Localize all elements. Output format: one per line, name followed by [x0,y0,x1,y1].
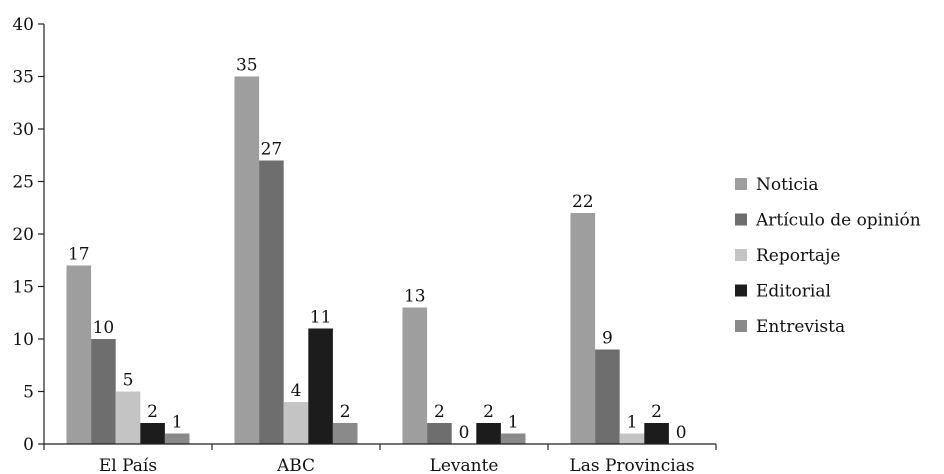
bar-value-label: 5 [123,371,134,391]
bar-value-label: 2 [483,402,494,422]
bar-value-label: 9 [602,329,613,349]
y-tick-label: 15 [12,278,34,298]
y-tick-label: 40 [12,15,34,35]
bar-value-label: 1 [172,413,183,433]
legend-swatch [735,249,747,261]
bar-value-label: 0 [459,423,470,443]
bar [644,423,669,444]
category-label: El País [99,456,157,474]
bar [308,328,333,444]
bar [115,391,141,444]
bar-value-label: 1 [508,413,519,433]
category-label: Levante [430,456,499,474]
bar [476,423,501,444]
category-label: ABC [276,456,315,474]
bar-value-label: 11 [310,308,332,328]
y-axis-ticks: 0 5 10 15 20 25 30 35 40 [12,15,44,455]
legend: Noticia Artículo de opinión Reportaje Edito… [735,175,921,337]
legend-swatch [735,284,747,297]
bar [332,423,358,444]
bar [402,307,428,444]
bar [595,349,620,444]
y-tick-label: 30 [12,120,34,140]
legend-swatch [735,213,747,226]
category-label: Las Provincias [569,456,694,474]
bar [91,339,116,444]
category-labels: El País ABC Levante Las Provincias [99,456,695,474]
bar [500,433,526,444]
bar-value-label: 4 [291,381,302,401]
y-tick-label: 35 [12,68,34,88]
bar-value-label: 22 [572,192,594,212]
bars [66,76,669,444]
y-tick-label: 10 [12,330,34,350]
legend-label: Editorial [756,282,831,302]
bar [234,76,260,444]
legend-label: Noticia [756,175,818,195]
bar-value-label: 17 [68,245,90,265]
bar-value-label: 27 [261,140,283,160]
bar [66,265,92,444]
bar [259,160,284,444]
bar-value-label: 2 [147,402,158,422]
y-tick-label: 0 [23,435,34,455]
bar-value-label: 2 [651,402,662,422]
bar-value-label: 2 [434,402,445,422]
bar-value-label: 13 [404,287,426,307]
y-tick-label: 20 [12,225,34,245]
bar-value-label: 0 [676,423,687,443]
y-tick-label: 5 [23,383,34,403]
legend-swatch [735,178,747,190]
legend-swatch [735,320,747,332]
bar [164,433,190,444]
bar [427,423,452,444]
x-axis-ticks [43,444,717,450]
legend-label: Reportaje [756,246,840,266]
bar-value-label: 35 [236,56,258,76]
bar-value-label: 10 [93,318,115,338]
legend-label: Entrevista [756,317,845,337]
legend-label: Artículo de opinión [755,211,921,231]
bar [283,402,309,444]
bar [619,433,645,444]
y-tick-label: 25 [12,173,34,193]
bar-value-label: 2 [340,402,351,422]
bar-value-label: 1 [627,413,638,433]
bar [140,423,165,444]
bar [570,213,596,444]
